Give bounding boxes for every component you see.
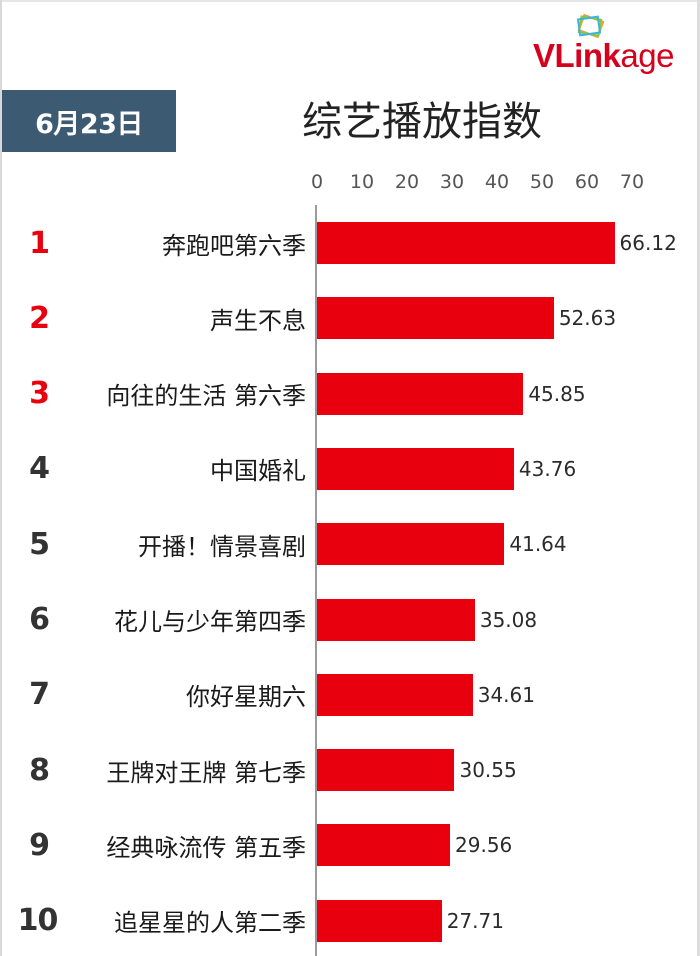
value-label: 30.55 (459, 758, 517, 783)
value-label: 41.64 (509, 532, 567, 557)
show-name-label: 开播！情景喜剧 (138, 532, 306, 561)
bar (317, 372, 524, 415)
x-tick-label: 60 (574, 171, 600, 193)
chart-row: 3 向往的生活 第六季 45.85 (0, 372, 700, 415)
x-tick-label: 40 (484, 171, 510, 193)
chart-row: 6 花儿与少年第四季 35.08 (0, 598, 700, 641)
vlinkage-logo: VLinkage (533, 12, 698, 74)
show-name-label: 声生不息 (210, 306, 306, 335)
rank-number: 1 (29, 225, 50, 261)
x-tick-label: 0 (310, 171, 324, 193)
rank-number: 8 (29, 752, 50, 788)
bar (317, 899, 442, 942)
x-tick-label: 20 (394, 171, 420, 193)
chart-title: 综艺播放指数 (302, 99, 542, 145)
rank-number: 2 (29, 300, 50, 336)
logo-text-regular: age (620, 37, 674, 74)
show-name-label: 花儿与少年第四季 (114, 608, 306, 636)
bar (317, 598, 475, 641)
value-label: 43.76 (518, 456, 577, 481)
x-tick-label: 10 (349, 171, 375, 193)
x-tick-label: 50 (529, 171, 555, 193)
rank-number: 5 (29, 526, 50, 562)
logo-text-bold: VLink (533, 37, 621, 74)
bar (317, 749, 455, 792)
show-name-label: 经典咏流传 第五季 (106, 833, 306, 862)
bar (317, 523, 505, 566)
rank-number: 6 (29, 602, 50, 637)
chart-row: 7 你好星期六 34.61 (0, 673, 700, 716)
y-axis-line (315, 205, 317, 956)
rank-number: 9 (29, 827, 50, 863)
rank-number: 4 (29, 451, 50, 487)
bar (317, 673, 473, 716)
chart-row: 5 开播！情景喜剧 41.64 (0, 523, 700, 566)
frame-border-right (697, 0, 700, 956)
rank-number: 3 (29, 376, 50, 412)
frame-border-left (0, 0, 2, 956)
chart-row: 1 奔跑吧第六季 66.12 (0, 222, 700, 264)
chart-row: 9 经典咏流传 第五季 29.56 (0, 824, 700, 867)
chart-row: 10 追星星的人第二季 27.71 (0, 899, 700, 942)
x-tick-label: 70 (619, 171, 645, 193)
show-name-label: 向往的生活 第六季 (106, 382, 306, 411)
value-label: 45.85 (528, 381, 586, 406)
stacked-cards-icon (576, 13, 605, 39)
show-name-label: 奔跑吧第六季 (162, 231, 306, 260)
show-name-label: 追星星的人第二季 (114, 909, 306, 938)
date-badge: 6月23日 (2, 90, 176, 152)
show-name-label: 王牌对王牌 第七季 (106, 758, 306, 787)
value-label: 66.12 (619, 231, 677, 255)
value-label: 34.61 (477, 682, 535, 707)
value-label: 52.63 (558, 306, 617, 331)
rank-number: 10 (17, 903, 59, 939)
value-label: 35.08 (479, 607, 538, 632)
x-tick-label: 30 (439, 171, 465, 193)
bar (317, 297, 554, 340)
rank-number: 7 (29, 677, 50, 713)
value-label: 27.71 (446, 908, 504, 933)
chart-row: 8 王牌对王牌 第七季 30.55 (0, 749, 700, 792)
show-name-label: 中国婚礼 (210, 457, 306, 486)
bar (317, 824, 451, 867)
chart-row: 2 声生不息 52.63 (0, 297, 700, 340)
chart-row: 4 中国婚礼 43.76 (0, 447, 700, 490)
bar (317, 447, 514, 490)
logo-text: VLinkage (533, 36, 674, 76)
bar (317, 222, 615, 264)
frame-border-top (0, 0, 700, 2)
show-name-label: 你好星期六 (186, 683, 306, 712)
value-label: 29.56 (455, 833, 513, 858)
